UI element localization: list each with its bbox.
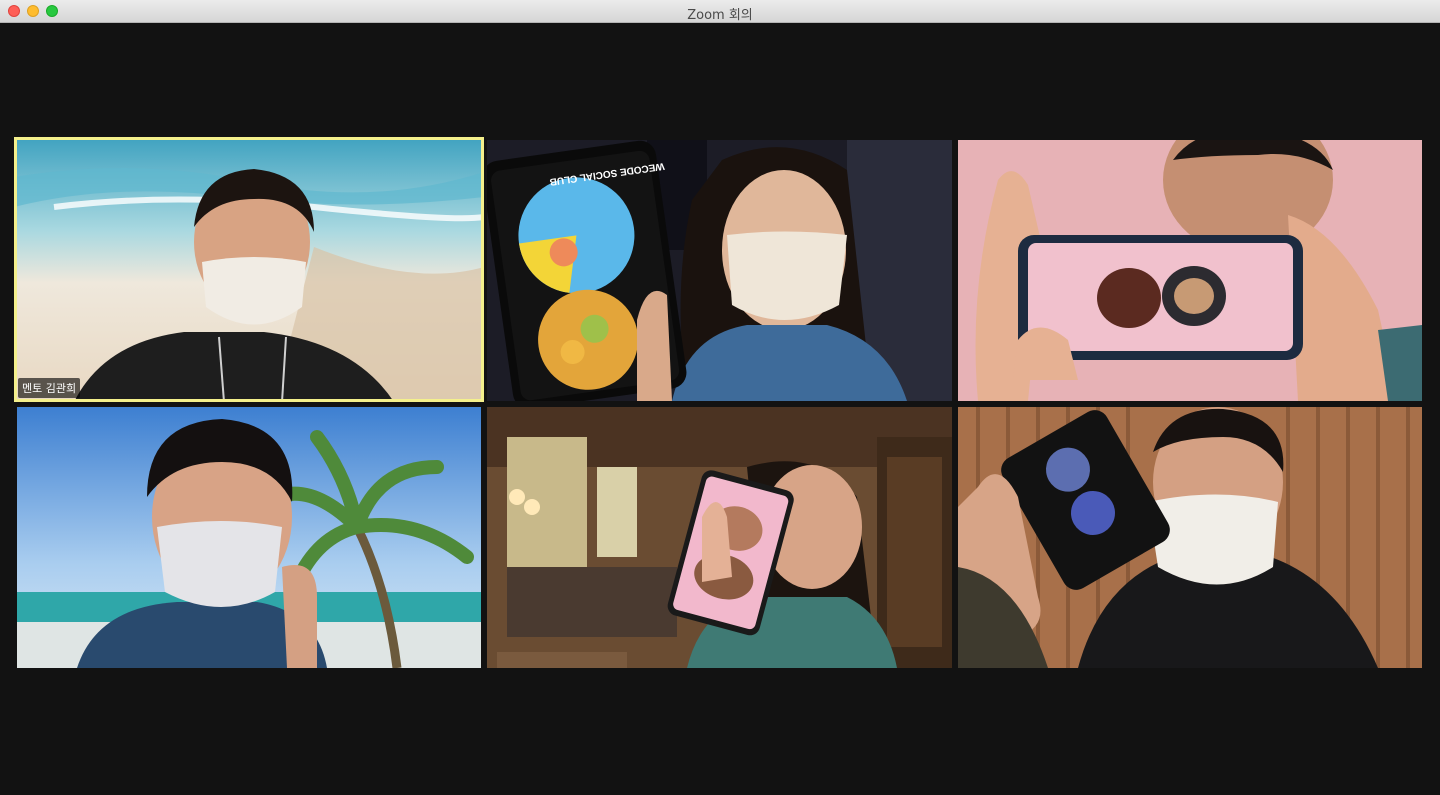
video-feed-palm-beach: [17, 407, 481, 668]
gallery-view: 멘토 김관희: [0, 23, 1440, 795]
participant-name-tag: 멘토 김관희: [18, 378, 81, 398]
participant-tile-4[interactable]: [17, 407, 481, 668]
close-window-button[interactable]: [8, 5, 20, 17]
participant-tile-1[interactable]: 멘토 김관희: [14, 137, 484, 402]
video-feed-room: [487, 140, 952, 401]
window-title: Zoom 회의: [687, 8, 753, 23]
window-titlebar: Zoom 회의: [0, 0, 1440, 23]
video-feed-pink-wall: [958, 140, 1422, 401]
video-feed-beach: [14, 137, 484, 402]
participant-tile-2[interactable]: WECODE SOCIAL CLUB: [487, 140, 952, 401]
participant-tile-6[interactable]: [958, 407, 1422, 668]
video-feed-wood-wall: [958, 407, 1422, 668]
maximize-window-button[interactable]: [46, 5, 58, 17]
video-feed-cafe: [487, 407, 952, 668]
participant-tile-3[interactable]: [958, 140, 1422, 401]
participant-tile-5[interactable]: [487, 407, 952, 668]
minimize-window-button[interactable]: [27, 5, 39, 17]
